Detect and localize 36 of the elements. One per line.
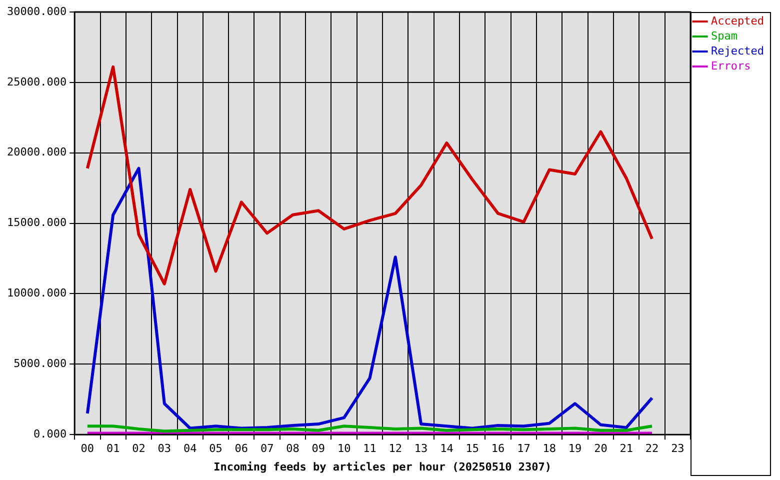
x-tick-label: 06 [234,442,248,456]
x-tick-label: 15 [466,442,480,456]
y-tick-label: 20000.000 [6,146,67,159]
x-tick-label: 16 [491,442,505,456]
x-tick-label: 17 [517,442,530,456]
x-tick-label: 01 [106,442,120,456]
x-tick-label: 09 [312,442,326,456]
x-tick-label: 18 [542,442,556,456]
x-tick-label: 03 [158,442,172,456]
x-tick-label: 02 [132,442,146,456]
y-tick-label: 25000.000 [6,75,67,88]
y-tick-label: 0.000 [33,427,67,440]
x-tick-label: 14 [440,442,454,456]
x-tick-label: 08 [286,442,300,456]
x-tick-label: 05 [209,442,222,456]
x-tick-label: 11 [363,442,376,456]
x-tick-label: 07 [260,442,274,456]
legend-label: Spam [711,29,738,42]
x-tick-label: 21 [620,442,633,456]
y-tick-label: 30000.000 [6,4,67,18]
x-tick-label: 04 [183,442,198,456]
x-tick-label: 22 [645,442,659,456]
y-tick-label: 10000.000 [6,286,67,300]
y-tick-label: 15000.000 [6,216,67,230]
x-tick-label: 19 [568,442,582,456]
x-tick-label: 20 [594,442,608,456]
x-axis-title: Incoming feeds by articles per hour (20250510 2307) [214,460,552,474]
legend-label: Errors [711,59,751,72]
y-tick-label: 5000.000 [14,357,67,370]
legend-label: Accepted [711,14,764,28]
x-tick-label: 00 [80,442,94,456]
x-tick-label: 13 [414,442,428,456]
x-tick-label: 23 [671,442,684,456]
x-tick-label: 12 [388,442,402,456]
x-tick-label: 10 [337,442,351,456]
legend-label: Rejected [711,44,764,58]
